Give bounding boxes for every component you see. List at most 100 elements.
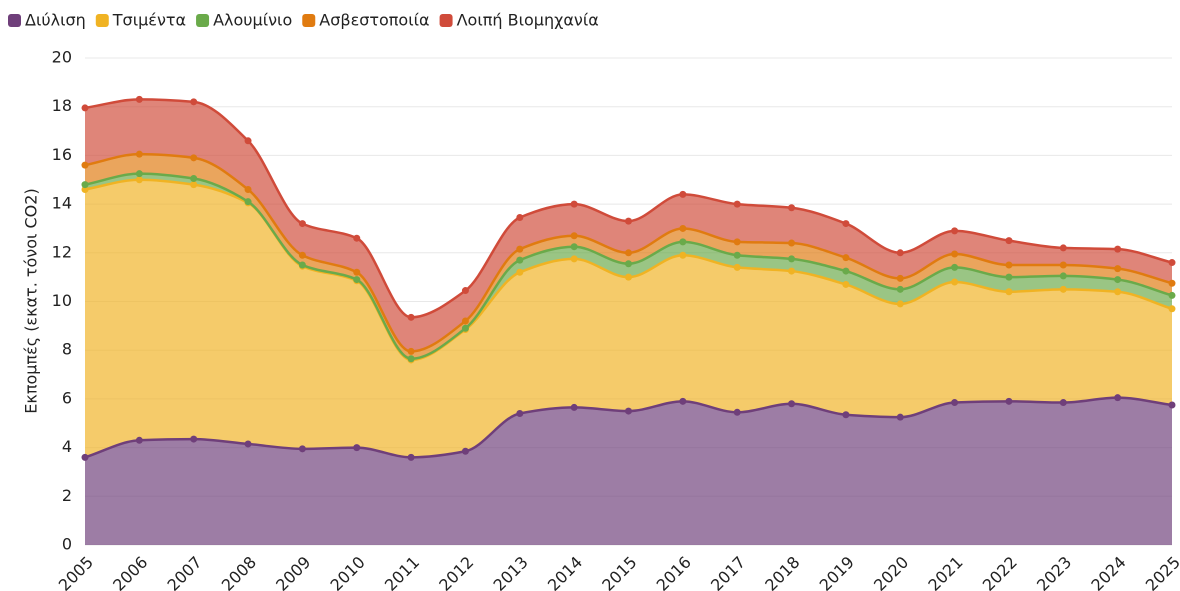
point xyxy=(733,238,741,246)
point xyxy=(1168,259,1176,267)
x-tick-label: 2015 xyxy=(598,553,640,591)
point xyxy=(135,95,143,103)
point xyxy=(81,185,89,193)
point xyxy=(951,227,959,235)
legend-item: Ασβεστοποιία xyxy=(302,11,430,30)
legend-item: Λοιπή Βιομηχανία xyxy=(439,11,599,30)
point xyxy=(81,104,89,112)
point xyxy=(353,268,361,276)
point xyxy=(461,287,469,295)
x-tick-label: 2013 xyxy=(490,553,532,591)
point xyxy=(570,243,578,251)
point xyxy=(896,285,904,293)
y-axis-label: Εκπομπές (εκατ. τόνοι CO2) xyxy=(22,188,41,413)
point xyxy=(298,445,306,453)
point xyxy=(1059,285,1067,293)
point xyxy=(407,355,415,363)
x-tick-label: 2008 xyxy=(218,553,260,591)
point xyxy=(407,313,415,321)
legend-item: Διύλιση xyxy=(8,11,86,30)
legend-item: Αλουμίνιο xyxy=(196,11,292,30)
point xyxy=(1005,261,1013,269)
x-tick-label: 2005 xyxy=(55,553,97,591)
point xyxy=(1059,272,1067,280)
point xyxy=(625,273,632,281)
point xyxy=(570,232,578,240)
point xyxy=(407,347,415,355)
point xyxy=(516,410,524,418)
point xyxy=(461,324,469,332)
line xyxy=(84,172,1173,360)
point xyxy=(951,399,959,407)
x-tick-label: 2012 xyxy=(435,553,477,591)
x-tick-label: 2024 xyxy=(1087,553,1129,591)
y-tick-label: 10 xyxy=(52,291,72,310)
point xyxy=(951,278,959,286)
point xyxy=(1168,291,1176,299)
point xyxy=(1114,245,1122,253)
point xyxy=(244,185,252,193)
point xyxy=(298,220,306,228)
point xyxy=(516,213,524,221)
point xyxy=(625,407,632,415)
x-tick-label: 2009 xyxy=(272,553,314,591)
x-tick-label: 2016 xyxy=(653,553,695,591)
point xyxy=(135,176,143,184)
point xyxy=(1059,244,1067,252)
x-tick-label: 2011 xyxy=(381,553,423,591)
point xyxy=(896,413,904,421)
point xyxy=(516,256,524,264)
point xyxy=(896,300,904,308)
area xyxy=(85,397,1172,545)
point xyxy=(1114,394,1122,402)
point xyxy=(896,274,904,282)
point xyxy=(733,200,741,208)
point xyxy=(81,181,89,189)
point xyxy=(1114,276,1122,284)
point xyxy=(298,261,306,269)
point xyxy=(190,175,198,183)
y-tick-label: 14 xyxy=(52,194,72,213)
point xyxy=(570,403,578,411)
x-tick-label: 2021 xyxy=(924,553,966,591)
point xyxy=(1005,237,1013,245)
legend-swatch xyxy=(8,14,21,27)
x-tick-label: 2023 xyxy=(1033,553,1075,591)
point xyxy=(842,411,850,419)
point xyxy=(570,200,578,208)
legend-item: Τσιμέντα xyxy=(95,11,186,30)
point xyxy=(679,238,687,246)
x-tick-label: 2010 xyxy=(327,553,369,591)
y-tick-label: 6 xyxy=(62,388,72,407)
point xyxy=(81,161,89,169)
y-tick-label: 16 xyxy=(52,145,72,164)
y-tick-label: 8 xyxy=(62,340,72,359)
point xyxy=(1059,399,1067,407)
point xyxy=(244,198,252,206)
point xyxy=(353,276,361,284)
point xyxy=(788,400,796,408)
point xyxy=(135,150,143,158)
point xyxy=(461,447,469,455)
legend-swatch xyxy=(302,14,316,27)
point xyxy=(353,234,361,242)
area xyxy=(85,99,1172,352)
point xyxy=(190,181,198,189)
x-tick-label: 2006 xyxy=(109,553,151,591)
point xyxy=(788,239,796,247)
point xyxy=(516,268,524,276)
point xyxy=(190,98,198,106)
legend-label: Λοιπή Βιομηχανία xyxy=(457,11,599,30)
point xyxy=(1168,305,1176,313)
point xyxy=(1005,397,1013,405)
point xyxy=(353,444,361,452)
point xyxy=(1114,265,1122,273)
x-tick-label: 2017 xyxy=(707,553,749,591)
legend-label: Ασβεστοποιία xyxy=(319,11,429,30)
point xyxy=(298,251,306,259)
legend-label: Αλουμίνιο xyxy=(213,11,292,30)
y-tick-label: 12 xyxy=(52,242,72,261)
legend-swatch xyxy=(196,14,210,27)
point xyxy=(1059,261,1067,269)
